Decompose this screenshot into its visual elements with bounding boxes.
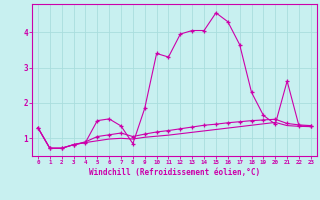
X-axis label: Windchill (Refroidissement éolien,°C): Windchill (Refroidissement éolien,°C): [89, 168, 260, 177]
